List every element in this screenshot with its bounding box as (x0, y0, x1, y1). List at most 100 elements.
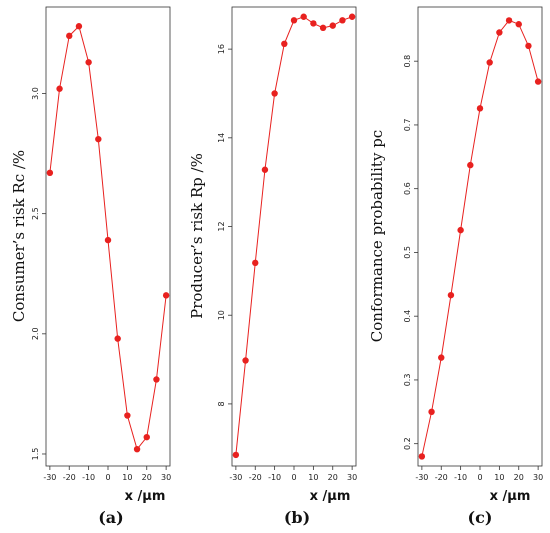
panel-c: 0.2 0.3 0.4 0.5 0.6 0.7 0.8 -30 -20 -10 0 10 20 30 C… (368, 6, 543, 527)
points-group-a (46, 23, 170, 453)
x-tick-group-b: -30 -20 -10 0 10 20 30 (229, 466, 357, 482)
points-group-c (418, 17, 542, 460)
x-tick-label: -30 (43, 473, 56, 482)
data-point (505, 17, 513, 24)
data-point (457, 226, 464, 234)
plot-frame-b (231, 6, 357, 467)
y-tick-label: 0.6 (403, 182, 412, 195)
data-point (290, 17, 298, 24)
panel-label-c: (c) (468, 508, 493, 527)
x-tick-label: -10 (82, 473, 95, 482)
data-point (525, 42, 532, 50)
panel-label-b: (b) (284, 508, 310, 527)
data-point (133, 445, 141, 453)
x-tick-label: 0 (291, 473, 296, 482)
points-group-b (232, 13, 356, 459)
y-tick-label: 0.8 (403, 55, 412, 68)
data-point (242, 357, 249, 364)
x-tick-label: 30 (347, 473, 357, 482)
data-point (339, 17, 346, 24)
y-tick-label: 0.4 (403, 310, 412, 323)
x-tick-label: -20 (63, 473, 76, 482)
data-point (114, 335, 121, 342)
data-point (447, 291, 455, 299)
y-tick-label: 0.3 (403, 374, 412, 387)
y-tick-label: 2.0 (31, 327, 40, 340)
y-tick-label: 8 (217, 401, 226, 406)
data-point (162, 292, 170, 299)
data-point (271, 90, 278, 97)
x-tick-label: -10 (454, 473, 467, 482)
data-point (252, 259, 259, 267)
x-tick-label: 10 (122, 473, 132, 482)
x-tick-label: 20 (514, 473, 524, 482)
data-point (281, 40, 288, 48)
x-axis-title-b: x /μm (310, 489, 351, 504)
x-tick-label: -10 (268, 473, 281, 482)
x-tick-label: 30 (533, 473, 543, 482)
x-tick-label: 0 (477, 473, 482, 482)
data-point (486, 59, 493, 66)
y-tick-label: 3.0 (31, 87, 40, 100)
y-tick-label: 2.5 (31, 207, 40, 220)
data-point (428, 408, 435, 416)
data-point (66, 32, 73, 40)
x-tick-label: -20 (435, 473, 448, 482)
data-point (124, 412, 131, 419)
y-tick-label: 0.7 (403, 119, 412, 132)
x-tick-group-a: -30 -20 -10 0 10 20 30 (43, 466, 171, 482)
y-tick-group-c: 0.2 0.3 0.4 0.5 0.6 0.7 0.8 (403, 55, 418, 450)
y-axis-title-b: Producer’s risk Rp /% (188, 153, 206, 319)
data-point (56, 85, 63, 92)
x-tick-label: -30 (229, 473, 242, 482)
plot-frame-c (417, 6, 543, 467)
data-point (75, 23, 83, 30)
x-tick-label: 0 (105, 473, 110, 482)
data-point (467, 161, 474, 169)
x-tick-group-c: -30 -20 -10 0 10 20 30 (415, 466, 543, 482)
data-point (104, 236, 112, 244)
data-point (232, 451, 240, 459)
data-point (418, 453, 426, 460)
y-tick-label: 10 (217, 310, 226, 320)
y-tick-group-a: 1.5 2.0 2.5 3.0 (31, 87, 46, 460)
data-point (496, 29, 503, 36)
x-tick-label: 30 (161, 473, 171, 482)
panel-b: 8 10 12 14 16 -30 -20 -10 0 10 20 30 Producer’s ri… (188, 6, 357, 527)
y-axis-title-c: Conformance probability pc (368, 130, 386, 342)
x-tick-label: 10 (494, 473, 504, 482)
x-axis-title-c: x /μm (490, 489, 531, 504)
y-tick-label: 0.2 (403, 437, 412, 450)
data-point (476, 105, 484, 112)
y-tick-label: 0.5 (403, 246, 412, 259)
data-point (261, 166, 269, 173)
y-tick-label: 1.5 (31, 448, 40, 461)
y-tick-label: 12 (217, 221, 226, 231)
data-point (438, 354, 445, 361)
data-point (534, 78, 542, 85)
y-tick-label: 16 (217, 44, 226, 54)
panel-label-a: (a) (98, 508, 124, 527)
data-point (348, 13, 356, 20)
data-point (46, 169, 54, 177)
y-axis-title-a: Consumer’s risk Rc /% (10, 150, 28, 322)
x-tick-label: 10 (308, 473, 318, 482)
data-point (310, 20, 317, 27)
data-point (515, 21, 522, 28)
y-tick-label: 14 (217, 133, 226, 143)
x-axis-title-a: x /μm (125, 489, 166, 504)
data-point (319, 24, 327, 32)
x-tick-label: 20 (142, 473, 152, 482)
x-tick-label: 20 (328, 473, 338, 482)
panel-a: 1.5 2.0 2.5 3.0 -30 -20 -10 0 10 20 30 Consumer’s… (10, 6, 171, 527)
series-line-c (421, 19, 539, 457)
data-point (153, 376, 160, 383)
y-tick-group-b: 8 10 12 14 16 (217, 44, 232, 406)
x-tick-label: -20 (249, 473, 262, 482)
data-point (95, 135, 102, 143)
data-point (329, 22, 336, 29)
data-point (143, 433, 150, 441)
x-tick-label: -30 (415, 473, 428, 482)
data-point (85, 59, 92, 66)
